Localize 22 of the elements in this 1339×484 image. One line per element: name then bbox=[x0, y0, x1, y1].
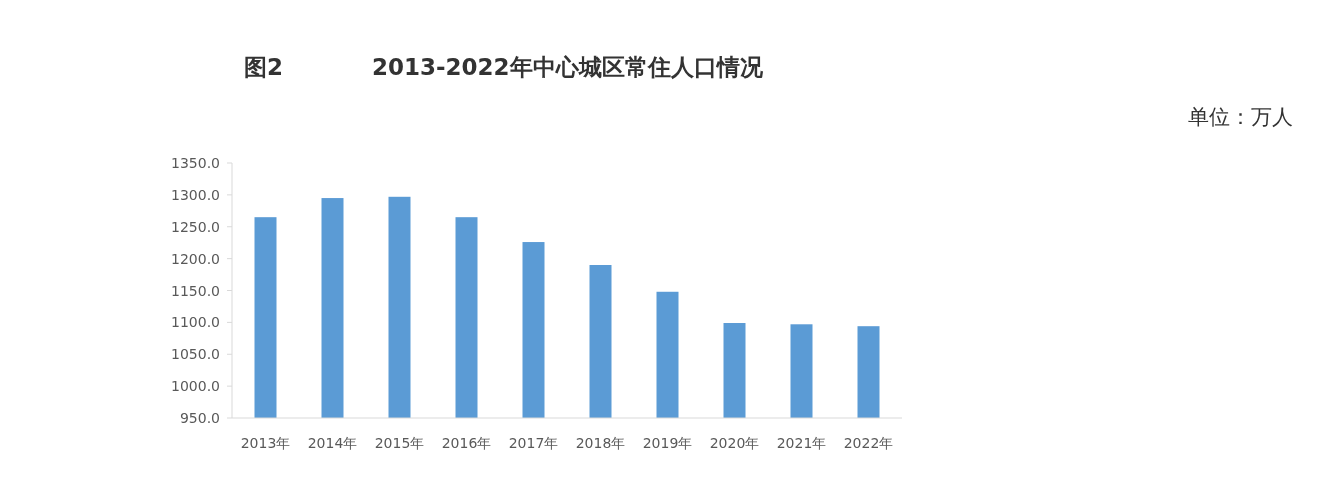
text: 单位：万人 bbox=[1188, 105, 1293, 129]
y-tick-label: 1000.0 bbox=[171, 378, 220, 395]
y-tick-label: 1200.0 bbox=[171, 250, 220, 267]
y-tick-label: 1050.0 bbox=[171, 346, 220, 363]
y-tick-label: 950.0 bbox=[179, 410, 220, 426]
x-tick-label: 2016年 bbox=[441, 435, 492, 451]
x-tick-label: 2014年 bbox=[307, 435, 358, 451]
x-tick-label: 2019年 bbox=[642, 435, 693, 451]
y-tick-label: 1150.0 bbox=[171, 282, 220, 299]
x-tick-label: 2022年 bbox=[843, 435, 894, 451]
x-tick-label: 2017年 bbox=[508, 435, 559, 451]
x-tick-label: 2018年 bbox=[575, 435, 626, 451]
x-tick-label: 2013年 bbox=[240, 435, 291, 451]
x-tick-label: 2021年 bbox=[776, 435, 827, 451]
chart-title: 2013-2022年中心城区常住人口情况 bbox=[372, 54, 764, 80]
y-tick-label: 1350.0 bbox=[171, 155, 220, 171]
x-tick-label: 2015年 bbox=[374, 435, 425, 451]
x-tick-label: 2020年 bbox=[709, 435, 760, 451]
y-tick-label: 1100.0 bbox=[171, 314, 220, 331]
y-tick-label: 1250.0 bbox=[171, 218, 220, 235]
caption: 图2 bbox=[244, 54, 284, 80]
y-tick-label: 1300.0 bbox=[171, 186, 220, 203]
